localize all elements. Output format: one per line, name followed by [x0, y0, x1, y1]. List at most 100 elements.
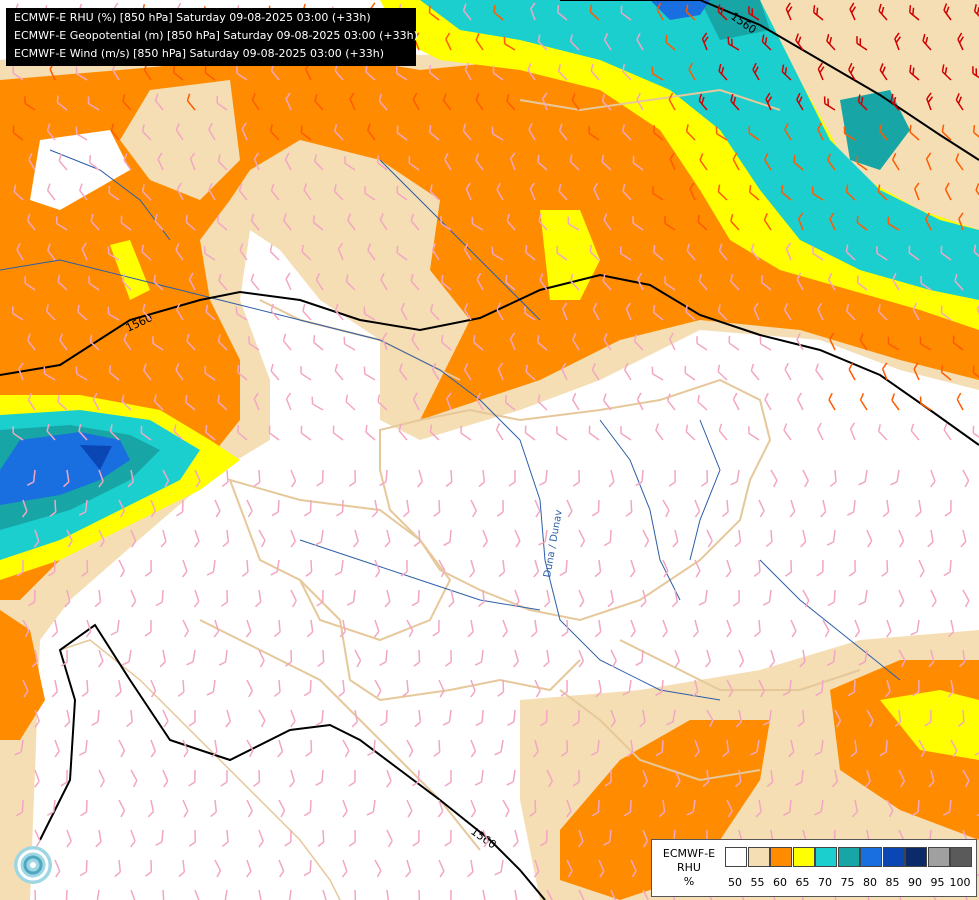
wind-barb — [593, 182, 600, 201]
wind-barb — [162, 709, 169, 728]
wind-barb — [343, 336, 356, 351]
wind-barb — [141, 244, 152, 261]
wind-barb — [371, 499, 379, 518]
wind-barb — [881, 559, 889, 577]
wind-barb — [802, 589, 810, 608]
wind-barb — [145, 859, 153, 877]
wind-barb — [502, 799, 510, 818]
wind-barb — [118, 799, 126, 818]
wind-barb — [766, 769, 774, 788]
wind-barb — [150, 679, 157, 698]
wind-barb — [441, 275, 452, 291]
wind-barb — [130, 769, 138, 788]
wind-barb — [285, 392, 292, 411]
wind-barb — [577, 829, 584, 848]
wind-barb — [972, 125, 979, 141]
wind-barb — [662, 499, 670, 518]
wind-barb — [345, 274, 356, 291]
wind-barb — [651, 66, 664, 81]
wind-barb — [506, 93, 516, 111]
wind-barb — [685, 124, 696, 141]
wind-barb — [413, 649, 421, 667]
wind-barb — [530, 619, 538, 638]
wind-barb — [150, 499, 157, 518]
wind-barb — [569, 34, 580, 51]
wind-barb — [753, 302, 760, 321]
wind-barb — [175, 243, 184, 261]
wind-barb — [591, 799, 600, 817]
wind-barb — [311, 396, 324, 411]
wind-barb — [54, 859, 61, 878]
wind-barb — [919, 396, 932, 411]
wind-barb — [728, 335, 740, 351]
wind-barb — [886, 799, 894, 818]
wind-barb — [79, 859, 88, 877]
wind-barb — [157, 889, 165, 900]
wind-barb — [250, 273, 260, 291]
rhu-legend: ECMWF-E RHU % 50 55 60 65 70 75 80 85 90 95 100 — [651, 839, 977, 897]
wind-barb — [588, 126, 600, 141]
legend-swatch — [792, 847, 815, 867]
wind-barb — [846, 304, 856, 321]
wind-barb — [758, 679, 765, 698]
wind-barb — [943, 3, 952, 21]
wind-barb — [926, 92, 934, 111]
legend-tick-label: 95 — [930, 876, 945, 889]
wind-barb — [463, 362, 472, 381]
wind-barb — [715, 126, 728, 141]
wind-barb — [532, 739, 539, 758]
wind-barb — [460, 426, 472, 441]
wind-barb — [571, 93, 580, 111]
wind-barb — [796, 332, 804, 351]
wind-barb — [765, 92, 773, 111]
wind-barb — [495, 422, 504, 441]
wind-barb — [975, 183, 979, 201]
wind-barb — [727, 36, 740, 51]
wind-barb — [589, 4, 600, 21]
wind-barb — [494, 859, 504, 876]
wind-barb — [533, 859, 540, 878]
wind-barb — [482, 829, 489, 848]
wind-barb — [642, 769, 649, 788]
wind-barb — [601, 154, 612, 171]
legend-title-line: RHU — [677, 861, 701, 874]
wind-barb — [306, 619, 314, 638]
wind-barb — [245, 619, 252, 638]
wind-barb — [814, 799, 824, 816]
wind-barb — [130, 889, 136, 900]
wind-barb — [974, 739, 979, 756]
wind-barb — [269, 244, 280, 261]
wind-barb — [820, 499, 827, 518]
wind-barb — [925, 212, 932, 231]
wind-barb — [651, 366, 664, 381]
wind-barb — [815, 363, 824, 381]
wind-barb — [642, 529, 650, 548]
wind-barb — [928, 649, 935, 668]
wind-barb — [412, 92, 420, 111]
wind-barb — [241, 559, 249, 578]
wind-barb — [317, 829, 325, 847]
wind-barb — [66, 829, 72, 848]
wind-barb — [12, 125, 24, 141]
wind-barb — [957, 709, 965, 728]
wind-barb — [717, 4, 728, 21]
wind-barb — [918, 559, 925, 578]
wind-barb — [474, 769, 484, 786]
wind-barb — [684, 365, 696, 381]
wind-barb — [546, 889, 554, 900]
wind-barb — [783, 423, 792, 441]
wind-barb — [732, 152, 740, 171]
wind-barb — [784, 122, 792, 141]
legend-tick-label: 65 — [795, 876, 810, 889]
wind-barb — [887, 216, 900, 231]
wind-barb — [316, 589, 324, 607]
wind-barb — [525, 364, 536, 381]
wind-barb — [762, 589, 772, 606]
wind-barb — [348, 769, 356, 787]
wind-barb — [118, 739, 126, 758]
wind-barb — [694, 499, 701, 518]
wind-barb — [130, 829, 136, 848]
wind-barb — [556, 245, 568, 261]
wind-barb — [652, 125, 664, 141]
